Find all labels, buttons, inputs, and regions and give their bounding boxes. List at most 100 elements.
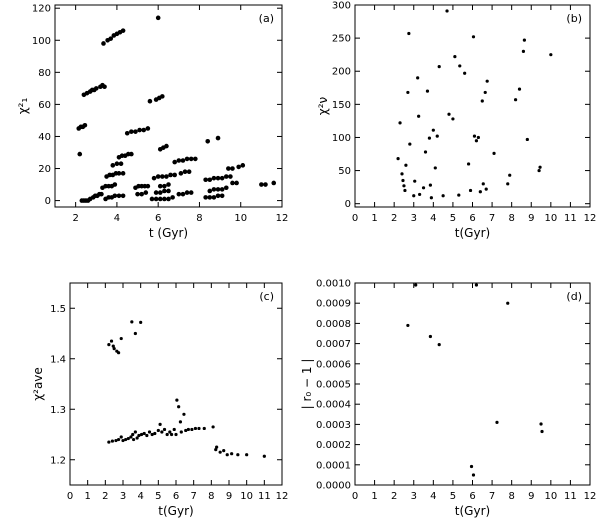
data-point — [453, 55, 457, 59]
x-tick-label: 4 — [114, 213, 120, 224]
data-point — [428, 334, 432, 339]
data-point — [157, 190, 163, 195]
data-point — [480, 99, 484, 103]
data-point — [513, 98, 518, 102]
data-point — [407, 31, 411, 36]
data-point — [156, 428, 160, 433]
data-point — [133, 430, 137, 434]
x-tick-label: 12 — [584, 491, 597, 502]
data-point — [175, 398, 179, 402]
data-point — [162, 183, 167, 189]
data-point — [506, 182, 510, 186]
data-point — [474, 139, 479, 143]
data-point — [139, 320, 143, 324]
y-tick-label: 0.0000 — [316, 481, 351, 492]
data-point — [147, 430, 152, 434]
x-tick-label: 1 — [371, 213, 377, 224]
data-point — [203, 195, 208, 200]
data-point — [114, 161, 120, 167]
x-tick-label: 5 — [155, 491, 161, 502]
data-point — [215, 193, 221, 199]
data-point — [463, 71, 467, 75]
data-point — [137, 127, 142, 133]
data-point — [153, 190, 159, 195]
data-point — [406, 90, 410, 95]
data-point — [119, 336, 123, 341]
panel-tag: (d) — [566, 290, 582, 303]
data-point — [413, 179, 417, 183]
data-point — [215, 445, 219, 449]
data-point — [521, 49, 526, 53]
x-tick-label: 4 — [137, 491, 143, 502]
data-point — [506, 301, 510, 305]
data-point — [522, 38, 526, 42]
data-point — [423, 150, 428, 154]
data-point — [180, 158, 186, 163]
data-point — [219, 187, 225, 192]
data-point — [168, 172, 173, 178]
data-point — [186, 427, 190, 432]
data-point — [203, 177, 208, 183]
x-tick-label: 3 — [120, 491, 126, 502]
data-point — [145, 126, 151, 131]
data-point — [468, 188, 473, 193]
data-point — [120, 171, 126, 176]
data-point — [179, 430, 183, 434]
x-tick-label: 8 — [508, 491, 514, 502]
data-point — [207, 177, 213, 183]
data-point — [271, 180, 277, 186]
data-point — [230, 166, 235, 171]
y-tick-label: 0.0009 — [316, 299, 351, 310]
x-tick-label: 6 — [155, 213, 161, 224]
panel-tag: (a) — [259, 12, 274, 25]
data-point — [174, 432, 178, 437]
data-point — [116, 171, 122, 176]
x-tick-label: 0 — [352, 491, 358, 502]
panel-b: 0 1 2 3 4 5 6 7 8 9 10 11 12050100150200250300t(Gyr)… — [316, 1, 596, 241]
data-point — [416, 76, 420, 80]
data-point — [77, 151, 83, 157]
x-tick-label: 7 — [489, 213, 495, 224]
data-point — [182, 169, 188, 175]
data-point — [240, 163, 246, 168]
data-point — [172, 159, 177, 165]
x-tick-label: 2 — [391, 491, 397, 502]
data-point — [476, 135, 480, 140]
x-tick-label: 3 — [411, 491, 417, 502]
data-point — [114, 438, 118, 443]
y-tick-label: 100 — [32, 36, 51, 47]
data-point — [130, 320, 134, 324]
data-point — [110, 439, 114, 443]
data-point — [451, 117, 455, 121]
x-tick-label: 5 — [450, 213, 456, 224]
data-point — [118, 161, 124, 167]
y-tick-label: 0.0007 — [316, 339, 351, 350]
data-point — [211, 425, 215, 429]
data-point — [211, 187, 217, 192]
data-point — [141, 127, 147, 133]
data-point — [162, 196, 167, 202]
y-tick-label: 120 — [32, 4, 51, 15]
data-point — [150, 432, 154, 437]
x-tick-label: 0 — [67, 491, 73, 502]
y-tick-label: 1.4 — [50, 354, 66, 365]
panel-d: 0 1 2 3 4 5 6 7 8 9 10 11 120.00000.00010.00020.0003… — [300, 279, 596, 519]
data-point — [157, 196, 163, 202]
x-tick-label: 2 — [391, 213, 397, 224]
data-point — [483, 90, 487, 95]
data-point — [412, 194, 416, 198]
y-axis-label: χ²ν — [316, 96, 330, 115]
data-point — [228, 174, 233, 179]
data-point — [178, 171, 184, 176]
data-point — [162, 188, 167, 194]
data-point — [131, 432, 135, 437]
y-tick-label: 0.0006 — [316, 359, 351, 370]
data-point — [205, 138, 211, 144]
data-point — [108, 36, 114, 41]
y-tick-label: 0.0010 — [316, 279, 351, 290]
data-point — [168, 430, 172, 434]
panel-tag: (c) — [259, 290, 274, 303]
x-tick-label: 5 — [450, 491, 456, 502]
data-point — [215, 175, 221, 181]
data-point — [259, 182, 264, 187]
